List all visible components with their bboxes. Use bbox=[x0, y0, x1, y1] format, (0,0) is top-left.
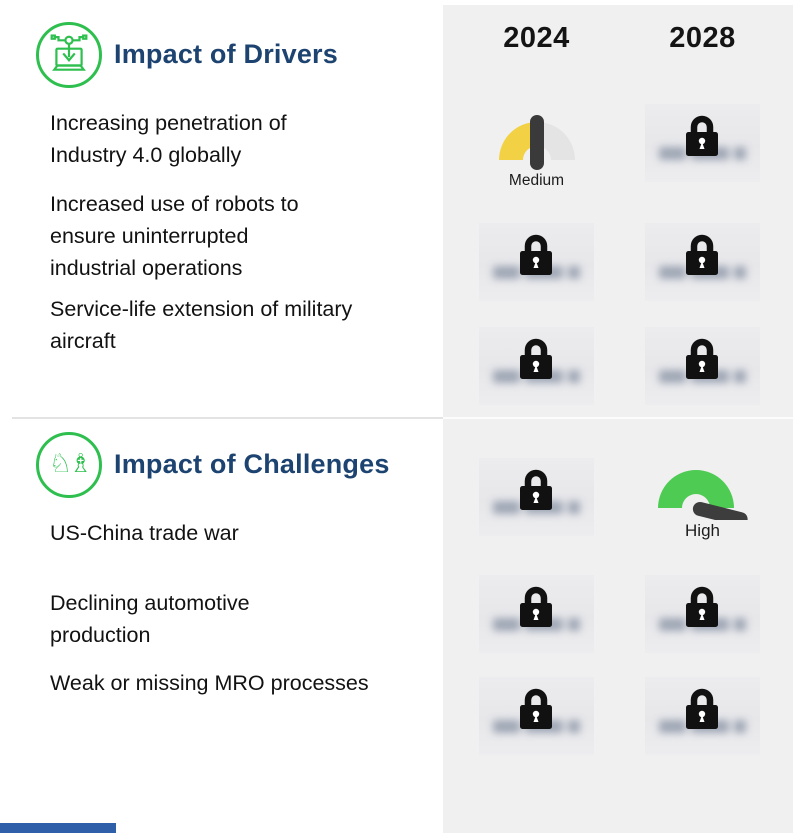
footer-accent-bar bbox=[0, 823, 116, 833]
locked-value-cell[interactable] bbox=[645, 327, 760, 405]
challenges-section-title: Impact of Challenges bbox=[114, 449, 390, 479]
driver-label-industry40: Increasing penetration of Industry 4.0 g… bbox=[50, 111, 287, 167]
locked-value-cell[interactable] bbox=[645, 677, 760, 755]
gauge-high-label: High bbox=[685, 521, 720, 540]
challenges-section-icon: ♘♗ bbox=[36, 432, 102, 498]
driver-label-service-life: Service-life extension of military aircr… bbox=[50, 297, 353, 353]
locked-value-cell[interactable] bbox=[645, 575, 760, 653]
lock-icon bbox=[686, 586, 718, 627]
industry-4-laptop-icon bbox=[50, 34, 88, 71]
lock-icon bbox=[686, 115, 718, 156]
challenge-label-automotive: Declining automotive production bbox=[50, 591, 250, 647]
drivers-section-title: Impact of Drivers bbox=[114, 39, 338, 69]
driver-label-robots: Increased use of robots to ensure uninte… bbox=[50, 192, 299, 280]
locked-value-cell[interactable] bbox=[479, 327, 594, 405]
challenge-label-trade-war: US-China trade war bbox=[50, 521, 239, 545]
challenge-label-mro: Weak or missing MRO processes bbox=[50, 671, 369, 695]
gauge-medium-2024: Medium bbox=[479, 112, 594, 190]
lock-icon bbox=[686, 688, 718, 729]
lock-icon bbox=[520, 234, 552, 275]
lock-icon bbox=[520, 586, 552, 627]
gauge-high-2028: High bbox=[645, 460, 760, 541]
section-divider bbox=[12, 417, 443, 419]
lock-icon bbox=[520, 338, 552, 379]
locked-value-cell[interactable] bbox=[479, 575, 594, 653]
locked-value-cell[interactable] bbox=[645, 223, 760, 301]
column-header-2024: 2024 bbox=[503, 22, 570, 54]
gauge-medium-label: Medium bbox=[508, 172, 565, 189]
locked-value-cell[interactable] bbox=[479, 677, 594, 755]
lock-icon bbox=[520, 688, 552, 729]
locked-value-cell[interactable] bbox=[645, 104, 760, 182]
gauge-needle bbox=[529, 115, 544, 170]
gauge-medium-dial bbox=[498, 115, 575, 170]
lock-icon bbox=[686, 234, 718, 275]
gauge-high-dial bbox=[657, 470, 748, 520]
gauge-needle bbox=[692, 501, 748, 520]
drivers-section-icon bbox=[36, 22, 102, 88]
section-divider bbox=[443, 417, 793, 419]
lock-icon bbox=[520, 469, 552, 510]
column-header-2028: 2028 bbox=[669, 22, 736, 54]
locked-value-cell[interactable] bbox=[479, 458, 594, 536]
lock-icon bbox=[686, 338, 718, 379]
chess-pieces-icon: ♘♗ bbox=[48, 448, 93, 478]
locked-value-cell[interactable] bbox=[479, 223, 594, 301]
